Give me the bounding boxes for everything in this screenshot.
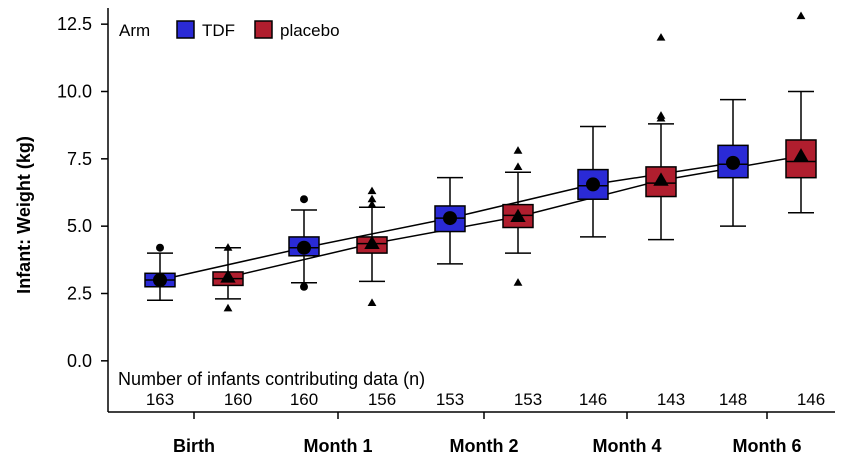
outlier-point: [656, 33, 666, 41]
outlier-point: [513, 278, 523, 286]
mean-marker: [510, 208, 526, 223]
box-placebo: [212, 243, 244, 312]
y-tick-label: 5.0: [67, 216, 92, 236]
y-tick-label: 0.0: [67, 351, 92, 371]
n-table-title: Number of infants contributing data (n): [118, 369, 425, 389]
outlier-point: [367, 200, 377, 208]
outlier-point: [300, 195, 308, 204]
legend: Arm TDF placebo: [119, 20, 340, 40]
legend-title: Arm: [119, 21, 150, 40]
outlier-point: [156, 243, 164, 252]
x-tick-label: Month 4: [593, 436, 662, 456]
mean-marker: [726, 155, 740, 170]
n-count-placebo: 143: [657, 390, 685, 409]
y-tick-label: 2.5: [67, 283, 92, 303]
mean-marker: [443, 211, 457, 226]
y-axis-label: Infant: Weight (kg): [14, 136, 34, 294]
legend-swatch-tdf: [176, 20, 195, 39]
x-ticks: Birth Month 1 Month 2 Month 4 Month 6: [173, 412, 802, 456]
n-count-tdf: 146: [579, 390, 607, 409]
y-tick-label: 7.5: [67, 149, 92, 169]
boxes: [144, 11, 817, 312]
outlier-point: [367, 194, 377, 203]
x-tick-label: Birth: [173, 436, 215, 456]
outlier-point: [796, 11, 806, 20]
outlier-point: [513, 146, 523, 154]
box-tdf: [434, 176, 466, 265]
mean-marker: [586, 177, 600, 192]
legend-label-tdf: TDF: [202, 21, 235, 40]
outlier-point: [367, 298, 377, 306]
mean-marker: [653, 172, 669, 186]
box-placebo: [356, 186, 388, 306]
box-placebo: [785, 11, 817, 214]
box-placebo: [645, 33, 677, 241]
mean-lines: [159, 155, 802, 281]
y-ticks: 0.0 2.5 5.0 7.5 10.0 12.5: [57, 14, 108, 371]
mean-marker: [364, 235, 380, 249]
box-placebo: [502, 146, 534, 286]
y-tick-label: 10.0: [57, 81, 92, 101]
outlier-point: [223, 243, 233, 251]
outlier-point: [656, 113, 666, 122]
n-count-tdf: 148: [719, 390, 747, 409]
mean-marker: [153, 273, 167, 288]
y-tick-label: 12.5: [57, 14, 92, 34]
box-tdf: [144, 243, 176, 301]
x-tick-label: Month 2: [450, 436, 519, 456]
x-tick-label: Month 1: [304, 436, 373, 456]
n-count-placebo: 146: [797, 390, 825, 409]
outlier-point: [223, 303, 233, 312]
mean-marker: [297, 240, 311, 255]
outlier-point: [367, 186, 377, 195]
outlier-point: [300, 282, 308, 291]
legend-label-placebo: placebo: [280, 21, 340, 40]
x-tick-label: Month 6: [733, 436, 802, 456]
box-iqr: [717, 144, 749, 179]
n-counts: 163 160 153 146 148 160 156 153 143 146: [146, 390, 825, 409]
legend-swatch-placebo: [254, 20, 273, 39]
box-tdf: [577, 125, 609, 238]
box-tdf: [288, 195, 320, 291]
n-count-placebo: 156: [368, 390, 396, 409]
n-count-placebo: 160: [224, 390, 252, 409]
mean-marker: [220, 269, 236, 283]
box-tdf: [717, 98, 749, 227]
mean-marker: [793, 148, 809, 162]
n-count-placebo: 153: [514, 390, 542, 409]
outlier-point: [513, 162, 523, 170]
n-count-tdf: 160: [290, 390, 318, 409]
n-count-tdf: 153: [436, 390, 464, 409]
n-count-tdf: 163: [146, 390, 174, 409]
